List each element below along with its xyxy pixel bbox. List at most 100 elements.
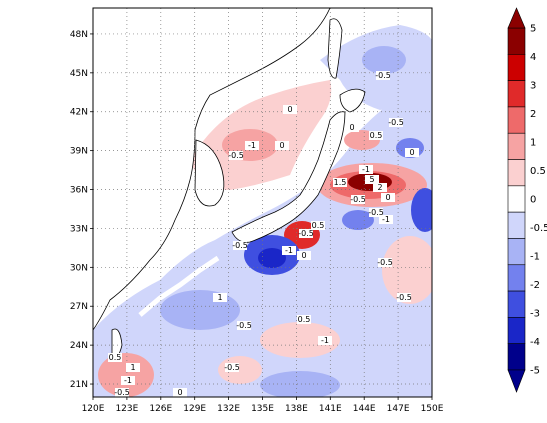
cold-core-inner [258,248,286,268]
colorbar-segment [507,290,526,318]
colorbar-label: -1 [530,252,540,263]
grid-lines [93,8,432,397]
lon-tick-label: 135E [251,404,274,414]
asian-continent [93,8,331,331]
contour-label: 2 [377,183,382,192]
contour-label-bg [245,141,259,150]
lon-tick-label: 132E [217,404,240,414]
contour-label: -1 [321,336,329,345]
contour-label-bg [318,336,332,345]
contour-label: 0 [287,105,292,114]
korea-peninsula [194,139,225,207]
colorbar-label: 3 [530,81,536,92]
colorbar-segment [507,159,526,187]
patch-mid-pink [260,322,340,358]
contour-label-bg [379,215,393,224]
contour-label-bg [229,151,243,160]
contour-label-bg [397,293,411,302]
lat-tick-label: 24N [70,341,88,351]
hokkaido [339,88,366,113]
lon-tick-label: 123E [115,404,138,414]
contour-label: -0.5 [114,388,130,397]
colorbar-segment [507,238,526,266]
lon-tick-label: 126E [149,404,172,414]
contour-label-bg [283,105,297,114]
contour-label-bg [173,388,187,397]
cold-south [160,290,240,330]
contour-label: 0.5 [298,315,311,324]
lon-tick-label: 150E [421,404,444,414]
lat-tick-label: 45N [70,69,88,79]
contour-label: -0.5 [375,71,391,80]
colorbar-label: -2 [530,280,540,291]
contour-label: -0.5 [388,118,404,127]
lat-tick-label: 48N [70,30,88,40]
contour-label: 0.5 [312,221,325,230]
ryukyu-chain [138,255,220,317]
contour-label-bg [275,141,289,150]
contour-label: 5 [369,175,374,184]
patch-east-pink [382,236,432,304]
lon-tick-label: 144E [353,404,376,414]
colorbar-label: -5 [530,366,540,377]
contour-label-bg [233,241,247,250]
contour-label-bg [237,321,251,330]
contour-label-bg [115,388,129,397]
contour-label: 0 [177,388,182,397]
colorbar-segment [507,132,526,160]
lat-tick-label: 27N [70,302,88,312]
colorbar-label: 0.5 [530,166,546,177]
colorbar-label: 0 [530,195,536,206]
contour-label: -0.5 [228,151,244,160]
contour-label-bg [359,165,373,174]
contour-label: -1 [248,141,256,150]
contour-label: 0.5 [370,131,383,140]
contour-label: 1 [217,293,222,302]
contour-label: -0.5 [236,321,252,330]
lon-tick-label: 138E [285,404,308,414]
contour-label: 0.5 [109,353,122,362]
lon-tick-label: 129E [183,404,206,414]
contour-label-bg [297,315,311,324]
contour-label: -1 [124,376,132,385]
colorbar-segment [507,54,526,81]
lon-tick-label: 141E [319,404,342,414]
contour-label-bg [311,221,325,230]
lat-tick-label: 42N [70,108,88,118]
contour-label-bg [297,251,311,260]
lon-tick-label: 147E [387,404,410,414]
colorbar-top-arrow [507,7,526,29]
contour-label-bg [376,71,390,80]
contour-label-bg [373,183,387,192]
lat-tick-label: 36N [70,186,88,196]
contour-label: -0.5 [224,363,240,372]
contour-label: -0.5 [396,293,412,302]
contour-label: 1.5 [334,178,347,187]
contour-label: -1 [382,215,390,224]
colorbar-bottom-arrow [507,369,526,393]
contour-label: 0 [349,123,354,132]
contour-label: 0 [301,251,306,260]
contour-label-bg [369,131,383,140]
map-panel: -0.5 -0.5 -1 0 0.5 1 -1 0 -0.5 0.5 1.5 -1 52 -0.5 0 -0.… [93,8,432,397]
contour-label-bg [369,208,383,217]
contour-label: 1 [130,363,135,372]
colorbar-label: -0.5 [530,223,547,234]
contour-label-bg [225,363,239,372]
colorbar: 5 4 3 2 1 0.5 0 -0.5 -1 -2 -3 -4 -5 [507,7,547,393]
contour-label-bg [126,363,140,372]
contour-label-bg [351,195,365,204]
contour-label-bg [378,258,392,267]
colorbar-label: -4 [530,337,540,348]
colorbar-segment [507,80,526,108]
contour-label: 0 [385,193,390,202]
latitude-axis: 48N 45N 42N 39N 36N 33N 30N 27N 24N 21N [70,30,93,390]
contour-label: -0.5 [377,258,393,267]
cold-45n [362,46,406,74]
contour-label-bg [381,193,395,202]
contour-label: -0.5 [232,241,248,250]
colorbar-segment [507,211,526,239]
colorbar-segment [507,27,526,55]
lat-tick-label: 33N [70,224,88,234]
